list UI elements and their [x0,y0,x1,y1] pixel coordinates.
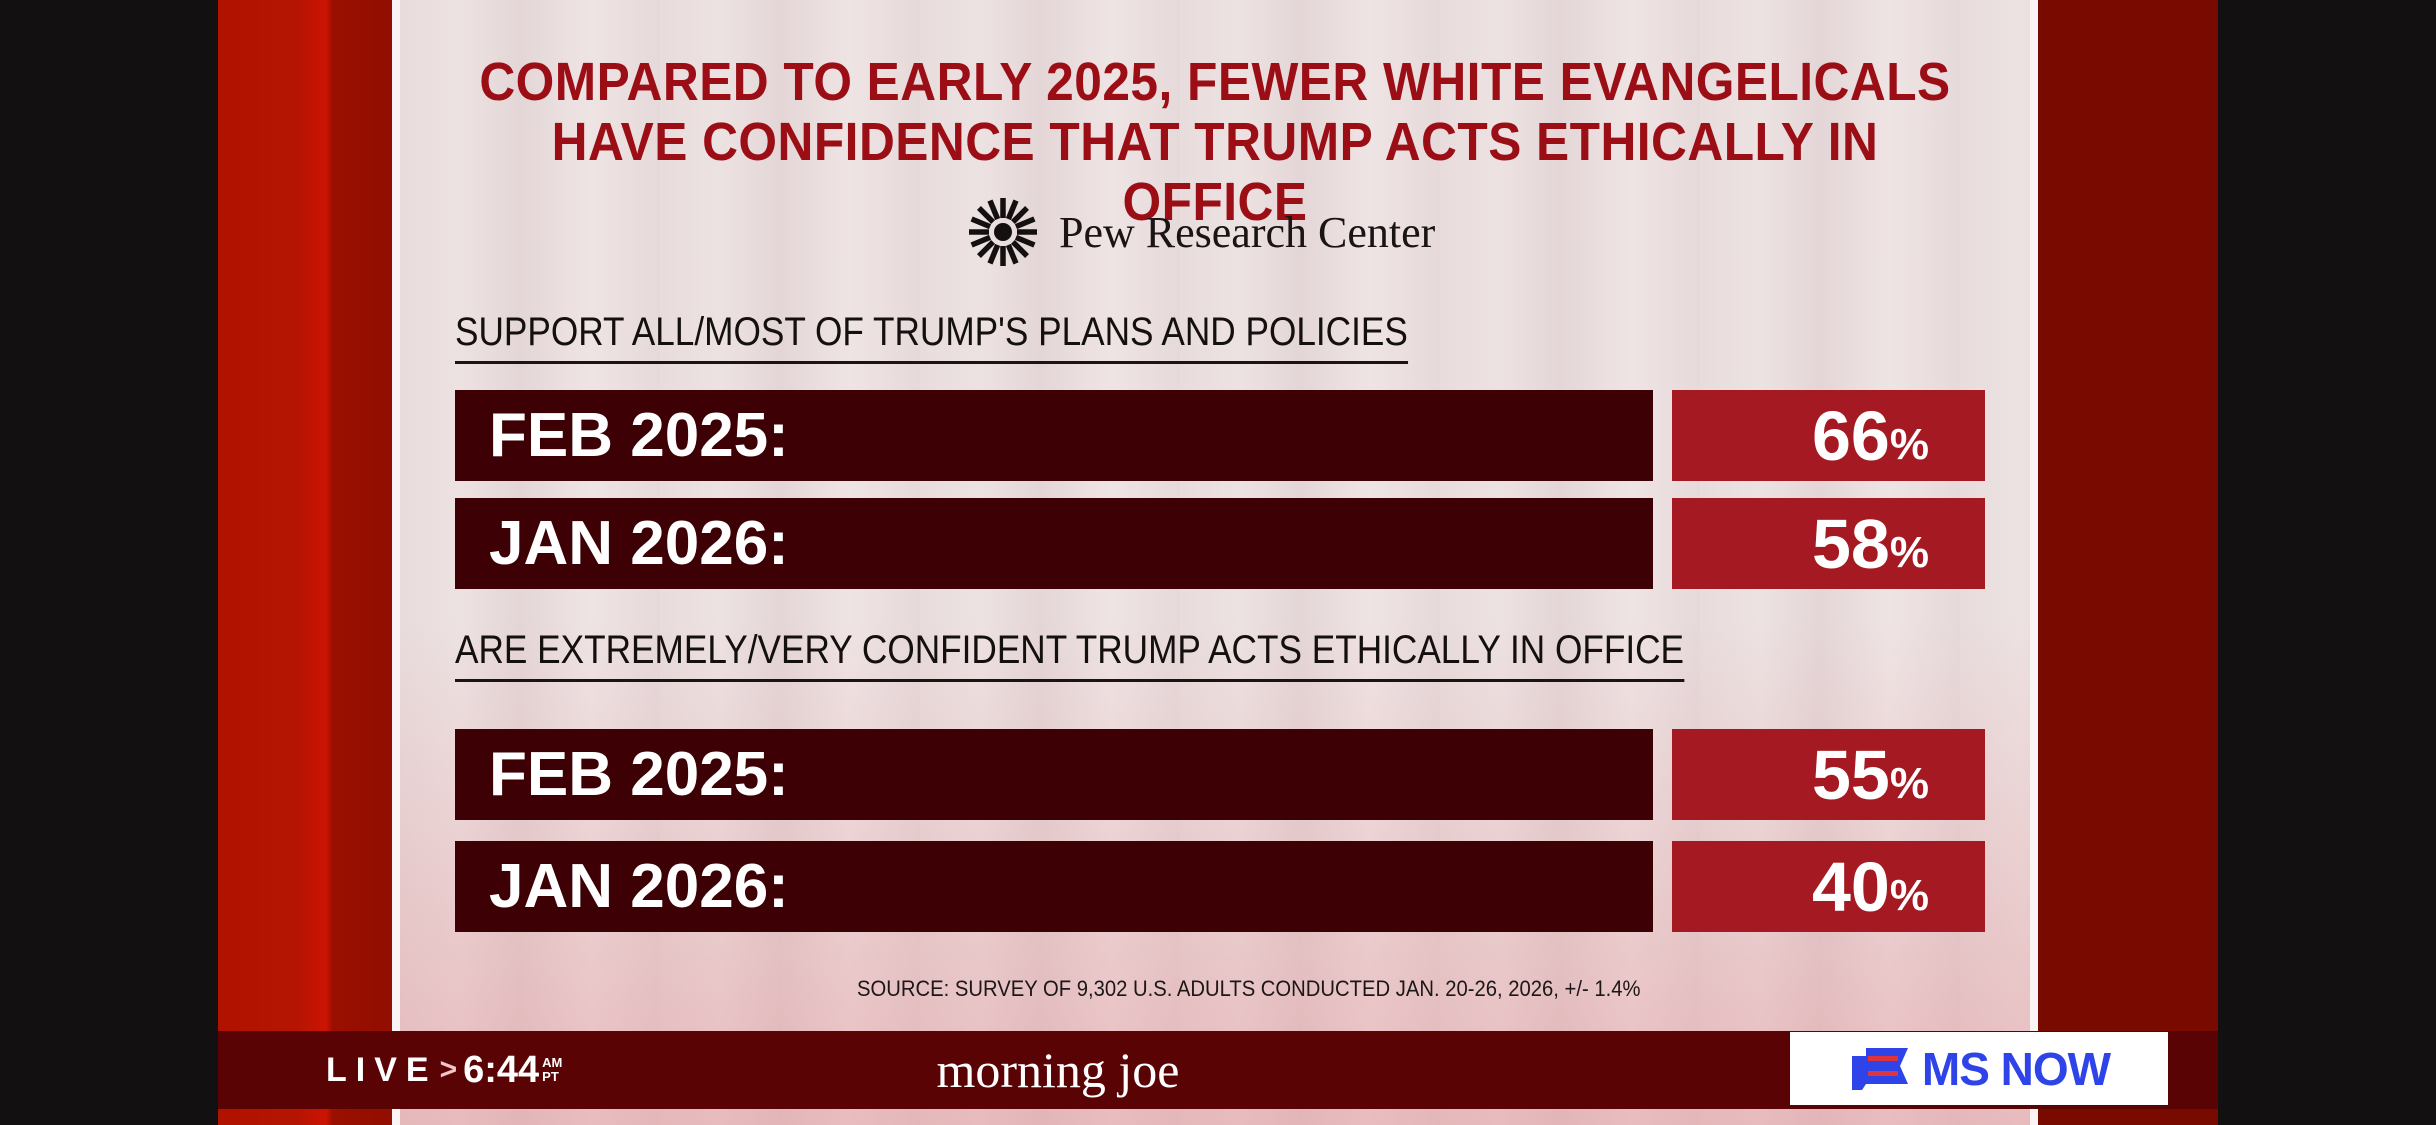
time-suffix: AM PT [542,1056,562,1084]
pew-sunburst-ray [1005,243,1019,265]
row-label: FEB 2025: [455,729,1653,820]
chevron-right-icon: > [439,1053,458,1086]
pew-sunburst-ray [987,243,1001,265]
row-label: JAN 2026: [455,498,1653,589]
value-box: 58% [1672,498,1985,589]
timezone: PT [542,1069,559,1084]
data-row: FEB 2025: 55% [455,729,1985,820]
right-red-border [2038,0,2218,1125]
pew-sunburst-ray [1010,206,1029,225]
section-heading: ARE EXTREMELY/VERY CONFIDENT TRUMP ACTS … [455,628,1685,682]
row-label: JAN 2026: [455,841,1653,932]
graphic-panel: COMPARED TO EARLY 2025, FEWER WHITE EVAN… [400,0,2030,1125]
data-row: FEB 2025: 66% [455,390,1985,481]
value-box: 40% [1672,841,1985,932]
pew-sunburst-ray [977,239,996,258]
left-red-border [218,0,392,1125]
title-line-1: COMPARED TO EARLY 2025, FEWER WHITE EVAN… [479,52,1951,112]
right-edge-line [2030,0,2038,1125]
data-row: JAN 2026: 40% [455,841,1985,932]
value-box: 66% [1672,390,1985,481]
clock-time: 6:44 [463,1048,540,1091]
pew-sunburst-ray [977,206,996,225]
network-name: MS NOW [1921,1042,2111,1095]
value-label: 58 [1812,504,1890,583]
value-label: 40 [1812,847,1890,926]
source-logo: Pew Research Center [965,192,1435,272]
title-line-2: HAVE CONFIDENCE THAT TRUMP ACTS ETHICALL… [551,112,1879,232]
ampm: AM [542,1055,563,1070]
pew-sunburst-ray [970,216,992,230]
percent-sign: % [1889,758,1929,808]
pew-sunburst-ray [970,234,992,248]
row-label: FEB 2025: [455,390,1653,481]
source-note: SOURCE: SURVEY OF 9,302 U.S. ADULTS COND… [857,976,1641,1001]
live-indicator: LIVE > 6:44 AM PT [326,1031,562,1109]
show-name: morning joe [936,1042,1180,1098]
percent-sign: % [1889,419,1929,469]
pew-sunburst-ray [987,199,1001,221]
value-label: 55 [1812,735,1890,814]
pew-sunburst-ray [1010,239,1029,258]
percent-sign: % [1889,870,1929,920]
value-box: 55% [1672,729,1985,820]
ms-now-flag-icon [1851,1047,1908,1090]
pew-sunburst-icon [969,198,1037,266]
live-label: LIVE [326,1050,438,1089]
pew-sunburst-ray [1005,199,1019,221]
data-row: JAN 2026: 58% [455,498,1985,589]
network-logo: MS NOW [1790,1032,2168,1105]
source-org-name: Pew Research Center [1059,207,1436,257]
percent-sign: % [1889,527,1929,577]
left-edge-line [392,0,400,1125]
graphic-title: COMPARED TO EARLY 2025, FEWER WHITE EVAN… [465,52,1965,232]
value-label: 66 [1812,396,1890,475]
pew-sunburst-ray [1014,216,1036,230]
section-heading: SUPPORT ALL/MOST OF TRUMP'S PLANS AND PO… [455,310,1408,364]
pew-sunburst-ray [1014,234,1036,248]
